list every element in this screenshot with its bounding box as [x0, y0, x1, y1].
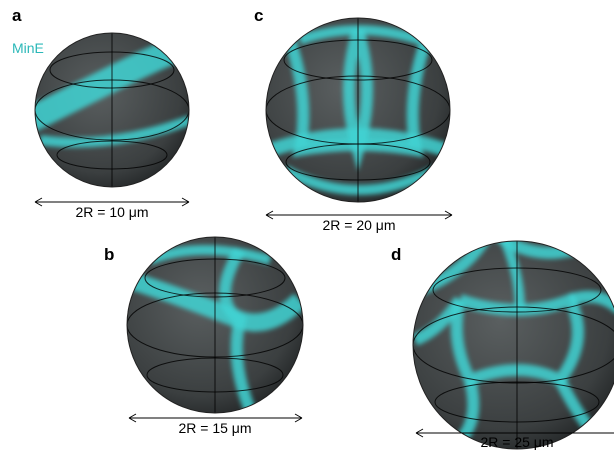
panel-label: d — [391, 245, 401, 264]
sphere-d — [413, 230, 614, 449]
panel-label: b — [104, 245, 114, 264]
scale-label: 2R = 20 μm — [322, 217, 395, 233]
panel-label: a — [12, 6, 22, 25]
sphere-b — [127, 237, 303, 413]
annotation: MinE — [12, 40, 44, 56]
figure: a MinE 2R = 10 μm c 2R = 20 μm — [0, 0, 614, 455]
sphere-c — [266, 18, 450, 202]
sphere-a — [30, 33, 200, 187]
scale-label: 2R = 25 μm — [480, 434, 553, 450]
panel-label: c — [254, 6, 263, 25]
scale-label: 2R = 10 μm — [75, 204, 148, 220]
scale-label: 2R = 15 μm — [178, 420, 251, 436]
